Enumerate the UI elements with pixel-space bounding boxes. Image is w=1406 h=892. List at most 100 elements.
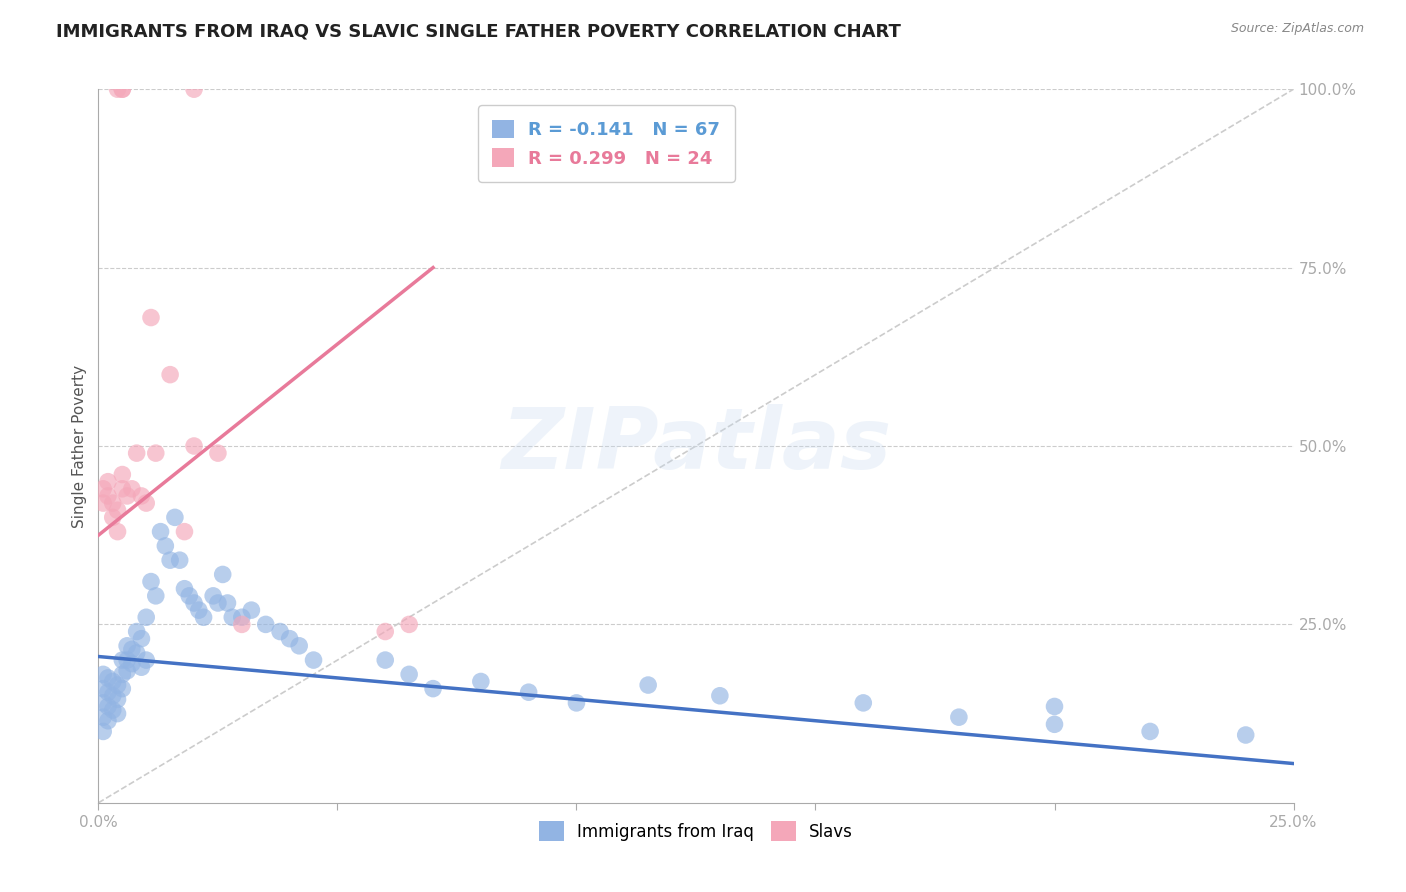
Point xyxy=(231,610,253,624)
Point xyxy=(1043,717,1066,731)
Point xyxy=(107,524,129,539)
Text: Source: ZipAtlas.com: Source: ZipAtlas.com xyxy=(1230,22,1364,36)
Point xyxy=(121,482,143,496)
Point xyxy=(145,589,167,603)
Point xyxy=(1043,699,1066,714)
Point xyxy=(107,678,129,692)
Point xyxy=(111,467,134,482)
Point xyxy=(231,617,253,632)
Point xyxy=(115,664,138,678)
Point xyxy=(97,489,120,503)
Point xyxy=(107,692,129,706)
Point xyxy=(115,653,138,667)
Point xyxy=(183,439,205,453)
Point xyxy=(111,653,134,667)
Point xyxy=(637,678,659,692)
Point xyxy=(221,610,243,624)
Point xyxy=(91,710,114,724)
Point xyxy=(125,646,148,660)
Point xyxy=(374,624,396,639)
Point xyxy=(398,667,420,681)
Point xyxy=(948,710,970,724)
Point xyxy=(111,82,134,96)
Point xyxy=(125,446,148,460)
Point xyxy=(91,681,114,696)
Point xyxy=(302,653,325,667)
Point xyxy=(517,685,540,699)
Point xyxy=(211,567,233,582)
Point xyxy=(131,632,153,646)
Point xyxy=(173,582,195,596)
Point xyxy=(149,524,172,539)
Point xyxy=(97,685,120,699)
Point xyxy=(207,596,229,610)
Point xyxy=(1234,728,1257,742)
Point xyxy=(91,482,114,496)
Point xyxy=(97,475,120,489)
Point xyxy=(278,632,301,646)
Point xyxy=(159,553,181,567)
Point xyxy=(398,617,420,632)
Point xyxy=(97,699,120,714)
Point xyxy=(101,674,124,689)
Point xyxy=(202,589,225,603)
Point xyxy=(288,639,311,653)
Point xyxy=(125,624,148,639)
Point xyxy=(115,489,138,503)
Point xyxy=(135,610,157,624)
Point xyxy=(107,82,129,96)
Point xyxy=(565,696,588,710)
Point xyxy=(131,489,153,503)
Point xyxy=(155,539,177,553)
Point xyxy=(217,596,239,610)
Point xyxy=(852,696,875,710)
Point xyxy=(183,596,205,610)
Point xyxy=(173,524,195,539)
Point xyxy=(145,446,167,460)
Point xyxy=(374,653,396,667)
Point xyxy=(163,510,186,524)
Point xyxy=(111,667,134,681)
Text: ZIPatlas: ZIPatlas xyxy=(501,404,891,488)
Point xyxy=(121,657,143,671)
Point xyxy=(193,610,215,624)
Point xyxy=(139,574,162,589)
Point xyxy=(91,724,114,739)
Point xyxy=(1139,724,1161,739)
Point xyxy=(91,496,114,510)
Y-axis label: Single Father Poverty: Single Father Poverty xyxy=(72,365,87,527)
Point xyxy=(107,503,129,517)
Point xyxy=(97,671,120,685)
Point xyxy=(422,681,444,696)
Text: IMMIGRANTS FROM IRAQ VS SLAVIC SINGLE FATHER POVERTY CORRELATION CHART: IMMIGRANTS FROM IRAQ VS SLAVIC SINGLE FA… xyxy=(56,22,901,40)
Point xyxy=(111,82,134,96)
Point xyxy=(135,653,157,667)
Point xyxy=(101,496,124,510)
Point xyxy=(709,689,731,703)
Point xyxy=(91,667,114,681)
Point xyxy=(111,681,134,696)
Point xyxy=(131,660,153,674)
Legend: Immigrants from Iraq, Slavs: Immigrants from Iraq, Slavs xyxy=(533,814,859,848)
Point xyxy=(97,714,120,728)
Point xyxy=(470,674,492,689)
Point xyxy=(139,310,162,325)
Point xyxy=(121,642,143,657)
Point xyxy=(187,603,209,617)
Point xyxy=(269,624,291,639)
Point xyxy=(101,510,124,524)
Point xyxy=(254,617,277,632)
Point xyxy=(111,482,134,496)
Point xyxy=(101,703,124,717)
Point xyxy=(135,496,157,510)
Point xyxy=(207,446,229,460)
Point xyxy=(101,689,124,703)
Point xyxy=(169,553,191,567)
Point xyxy=(115,639,138,653)
Point xyxy=(159,368,181,382)
Point xyxy=(183,82,205,96)
Point xyxy=(179,589,201,603)
Point xyxy=(240,603,263,617)
Point xyxy=(91,696,114,710)
Point xyxy=(107,706,129,721)
